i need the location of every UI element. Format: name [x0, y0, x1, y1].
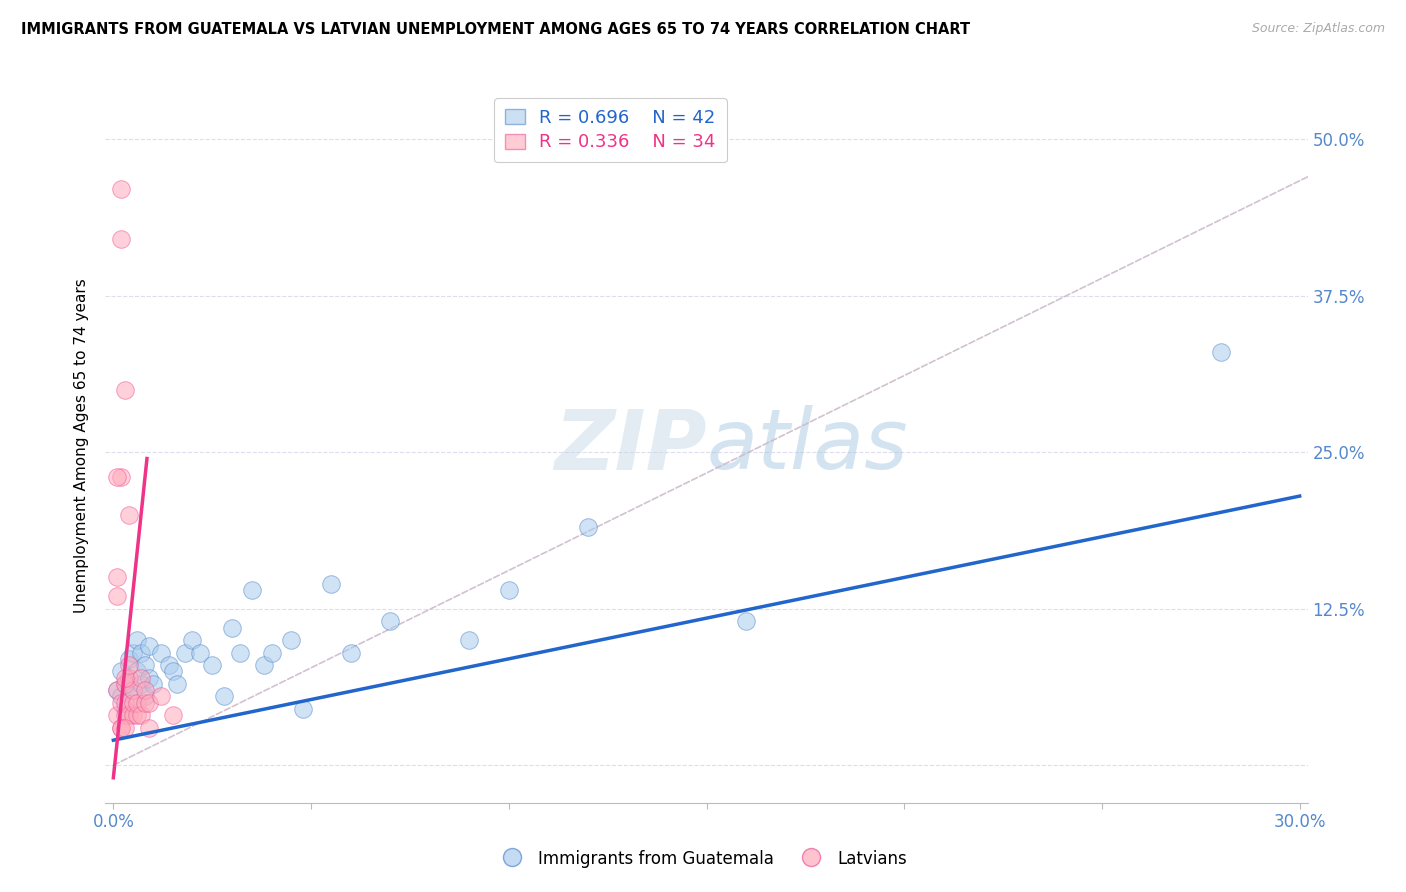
Point	[181, 633, 204, 648]
Point	[110, 470, 132, 484]
Point	[134, 690, 156, 704]
Legend: Immigrants from Guatemala, Latvians: Immigrants from Guatemala, Latvians	[492, 843, 914, 875]
Point	[166, 677, 188, 691]
Point	[122, 646, 145, 660]
Point	[105, 708, 128, 723]
Point	[105, 570, 128, 584]
Point	[122, 690, 145, 704]
Point	[127, 633, 149, 648]
Point	[110, 696, 132, 710]
Point	[118, 652, 141, 666]
Point	[280, 633, 302, 648]
Point	[229, 646, 252, 660]
Point	[735, 614, 758, 628]
Point	[122, 696, 145, 710]
Point	[134, 683, 156, 698]
Text: ZIP: ZIP	[554, 406, 707, 486]
Point	[129, 677, 152, 691]
Point	[110, 232, 132, 246]
Point	[380, 614, 402, 628]
Point	[110, 665, 132, 679]
Point	[129, 708, 152, 723]
Point	[114, 721, 136, 735]
Point	[127, 665, 149, 679]
Point	[201, 658, 224, 673]
Point	[576, 520, 599, 534]
Text: atlas: atlas	[707, 406, 908, 486]
Point	[173, 646, 195, 660]
Point	[138, 721, 160, 735]
Point	[162, 708, 184, 723]
Point	[122, 708, 145, 723]
Point	[240, 582, 263, 597]
Point	[118, 508, 141, 522]
Point	[105, 683, 128, 698]
Point	[118, 658, 141, 673]
Point	[253, 658, 276, 673]
Point	[319, 576, 342, 591]
Point	[114, 708, 136, 723]
Point	[498, 582, 520, 597]
Point	[138, 640, 160, 654]
Point	[458, 633, 481, 648]
Point	[110, 690, 132, 704]
Point	[118, 708, 141, 723]
Point	[134, 696, 156, 710]
Point	[114, 696, 136, 710]
Point	[221, 621, 243, 635]
Point	[142, 677, 165, 691]
Point	[149, 690, 172, 704]
Y-axis label: Unemployment Among Ages 65 to 74 years: Unemployment Among Ages 65 to 74 years	[75, 278, 90, 614]
Point	[114, 702, 136, 716]
Point	[105, 683, 128, 698]
Point	[114, 671, 136, 685]
Point	[157, 658, 180, 673]
Point	[105, 470, 128, 484]
Point	[110, 182, 132, 196]
Point	[105, 589, 128, 603]
Point	[127, 696, 149, 710]
Point	[114, 383, 136, 397]
Point	[162, 665, 184, 679]
Point	[339, 646, 361, 660]
Point	[129, 646, 152, 660]
Point	[122, 683, 145, 698]
Point	[134, 658, 156, 673]
Point	[110, 721, 132, 735]
Legend: R = 0.696    N = 42, R = 0.336    N = 34: R = 0.696 N = 42, R = 0.336 N = 34	[494, 98, 727, 162]
Point	[212, 690, 235, 704]
Point	[149, 646, 172, 660]
Point	[127, 708, 149, 723]
Point	[138, 671, 160, 685]
Point	[1209, 345, 1232, 359]
Point	[114, 677, 136, 691]
Point	[118, 671, 141, 685]
Point	[110, 721, 132, 735]
Point	[292, 702, 315, 716]
Point	[114, 677, 136, 691]
Point	[260, 646, 283, 660]
Point	[118, 677, 141, 691]
Point	[188, 646, 212, 660]
Text: Source: ZipAtlas.com: Source: ZipAtlas.com	[1251, 22, 1385, 36]
Text: IMMIGRANTS FROM GUATEMALA VS LATVIAN UNEMPLOYMENT AMONG AGES 65 TO 74 YEARS CORR: IMMIGRANTS FROM GUATEMALA VS LATVIAN UNE…	[21, 22, 970, 37]
Point	[138, 696, 160, 710]
Point	[129, 671, 152, 685]
